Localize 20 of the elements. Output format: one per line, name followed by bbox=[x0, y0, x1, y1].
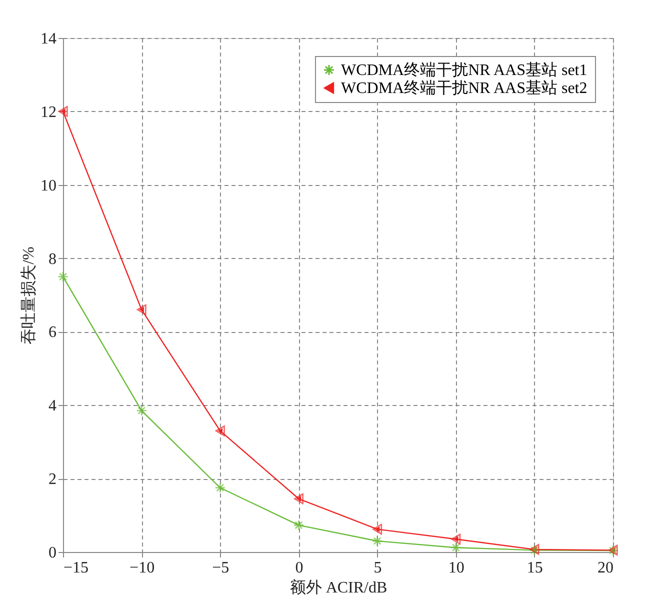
x-axis-title: 额外 ACIR/dB bbox=[290, 578, 388, 596]
x-tick-label: 10 bbox=[448, 560, 464, 576]
x-tick-label: −5 bbox=[212, 560, 230, 576]
y-tick-label: 8 bbox=[48, 250, 56, 268]
y-tick-label: 12 bbox=[40, 104, 56, 121]
x-tick-label: 5 bbox=[374, 560, 382, 576]
y-tick-label: 10 bbox=[40, 177, 56, 194]
y-axis-title: 吞吐量损失/% bbox=[20, 246, 38, 344]
y-tick-label: 0 bbox=[48, 544, 56, 562]
x-tick-label: 0 bbox=[295, 560, 304, 576]
y-tick-label: 2 bbox=[48, 471, 56, 488]
x-tick-label: 20 bbox=[598, 560, 614, 576]
y-tick-label: 14 bbox=[40, 30, 56, 48]
legend-label: WCDMA终端干扰NR AAS基站 set2 bbox=[341, 79, 588, 97]
legend-label: WCDMA终端干扰NR AAS基站 set1 bbox=[341, 61, 588, 79]
x-tick-label: 15 bbox=[526, 560, 543, 576]
x-tick-label: −10 bbox=[130, 560, 155, 576]
x-tick-label: −15 bbox=[64, 560, 89, 576]
y-tick-label: 4 bbox=[48, 398, 56, 415]
y-tick-label: 6 bbox=[48, 324, 56, 342]
